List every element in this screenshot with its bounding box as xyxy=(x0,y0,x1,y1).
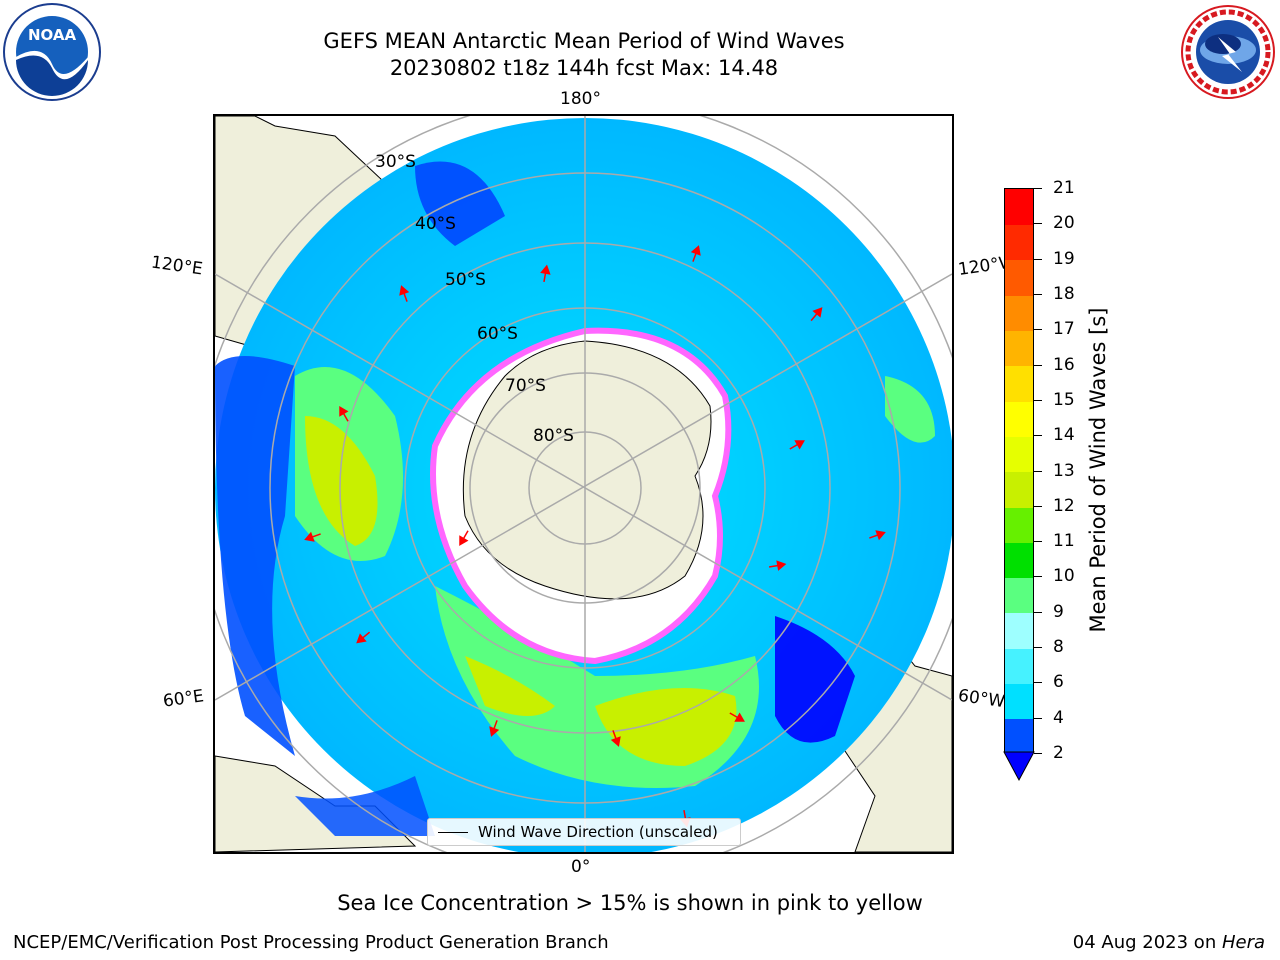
colorbar-tick-label: 15 xyxy=(1053,389,1075,410)
colorbar-tick xyxy=(1034,293,1042,295)
lat-label-80s: 80°S xyxy=(533,426,574,446)
colorbar-segment xyxy=(1005,577,1033,614)
colorbar-tick-label: 18 xyxy=(1053,283,1075,304)
colorbar-tick-label: 17 xyxy=(1053,319,1075,340)
chart-subtitle: 20230802 t18z 144h fcst Max: 14.48 xyxy=(389,56,779,80)
colorbar-segment xyxy=(1005,683,1033,720)
colorbar-tick xyxy=(1034,223,1042,225)
colorbar-segment xyxy=(1005,471,1033,508)
colorbar-tick xyxy=(1034,399,1042,401)
colorbar-tick xyxy=(1034,188,1042,189)
lat-label-70s: 70°S xyxy=(505,376,546,396)
colorbar-tick-label: 2 xyxy=(1053,743,1064,763)
colorbar-segment xyxy=(1005,436,1033,473)
colorbar-segment xyxy=(1005,365,1033,402)
colorbar-tick xyxy=(1034,470,1042,472)
polar-map-canvas xyxy=(215,116,952,852)
lat-label-50s: 50°S xyxy=(445,270,486,290)
colorbar-tick xyxy=(1034,505,1042,507)
colorbar-tick-label: 9 xyxy=(1053,601,1064,622)
colorbar-segment xyxy=(1005,330,1033,367)
lon-label-0: 0° xyxy=(571,857,591,877)
colorbar-tick-label: 4 xyxy=(1053,707,1064,728)
colorbar-segment xyxy=(1005,506,1033,543)
colorbar-segment xyxy=(1005,612,1033,649)
colorbar-tick-label: 20 xyxy=(1053,213,1075,234)
colorbar-segment xyxy=(1005,718,1033,755)
lon-label-top: 180° xyxy=(560,89,601,109)
colorbar-tick xyxy=(1034,682,1042,684)
colorbar-segment xyxy=(1005,400,1033,437)
polar-map: 180° 30°S 40°S 50°S 60°S 70°S 80°S xyxy=(213,114,954,854)
colorbar-tick xyxy=(1034,717,1042,719)
chart-title: GEFS MEAN Antarctic Mean Period of Wind … xyxy=(323,29,845,53)
colorbar-tick xyxy=(1034,364,1042,366)
colorbar-segment xyxy=(1005,294,1033,331)
lat-label-40s: 40°S xyxy=(415,214,456,234)
colorbar-tick xyxy=(1034,541,1042,543)
footer-date-text: 04 Aug 2023 on xyxy=(1072,932,1222,953)
colorbar-tick xyxy=(1034,753,1042,754)
colorbar-segment xyxy=(1005,224,1033,261)
colorbar-tick-label: 6 xyxy=(1053,672,1064,693)
colorbar-tick xyxy=(1034,576,1042,578)
lat-label-60s: 60°S xyxy=(477,324,518,344)
lon-label-120e: 120°E xyxy=(149,252,204,280)
colorbar-label: Mean Period of Wind Waves [s] xyxy=(1086,307,1110,633)
footer-host: Hera xyxy=(1221,932,1265,953)
colorbar-tick-label: 12 xyxy=(1053,495,1075,516)
colorbar-tick-label: 21 xyxy=(1053,178,1075,198)
colorbar-tick xyxy=(1034,647,1042,649)
footer-producer: NCEP/EMC/Verification Post Processing Pr… xyxy=(13,932,609,953)
wind-wave-arrows xyxy=(304,245,886,828)
colorbar-tick-label: 19 xyxy=(1053,248,1075,269)
colorbar-segment xyxy=(1005,189,1033,225)
national-weather-service-logo-icon xyxy=(1178,2,1278,102)
colorbar-segment xyxy=(1005,648,1033,685)
legend-line-icon xyxy=(438,832,468,833)
footer-date: 04 Aug 2023 on Hera xyxy=(1073,932,1265,953)
colorbar-segment xyxy=(1005,259,1033,296)
colorbar-tick-label: 13 xyxy=(1053,460,1075,481)
map-legend: Wind Wave Direction (unscaled) xyxy=(427,818,741,846)
lon-label-60w: 60°W xyxy=(956,685,1007,713)
colorbar-tick-label: 10 xyxy=(1053,566,1075,587)
colorbar-tick-label: 16 xyxy=(1053,354,1075,375)
noaa-logo-icon: NOAA xyxy=(2,2,102,102)
colorbar-tick xyxy=(1034,329,1042,331)
sea-ice-note: Sea Ice Concentration > 15% is shown in … xyxy=(337,891,923,915)
noaa-logo-text: NOAA xyxy=(28,26,77,44)
colorbar-tick-label: 11 xyxy=(1053,531,1075,552)
colorbar-tick xyxy=(1034,611,1042,613)
colorbar xyxy=(1004,188,1034,755)
lon-label-60e: 60°E xyxy=(161,686,206,712)
colorbar-segment xyxy=(1005,542,1033,579)
colorbar-tick xyxy=(1034,435,1042,437)
colorbar-tick xyxy=(1034,258,1042,260)
lat-label-30s: 30°S xyxy=(375,152,416,172)
colorbar-tick-label: 8 xyxy=(1053,637,1064,658)
legend-label: Wind Wave Direction (unscaled) xyxy=(478,823,718,841)
colorbar-tick-label: 14 xyxy=(1053,425,1075,446)
